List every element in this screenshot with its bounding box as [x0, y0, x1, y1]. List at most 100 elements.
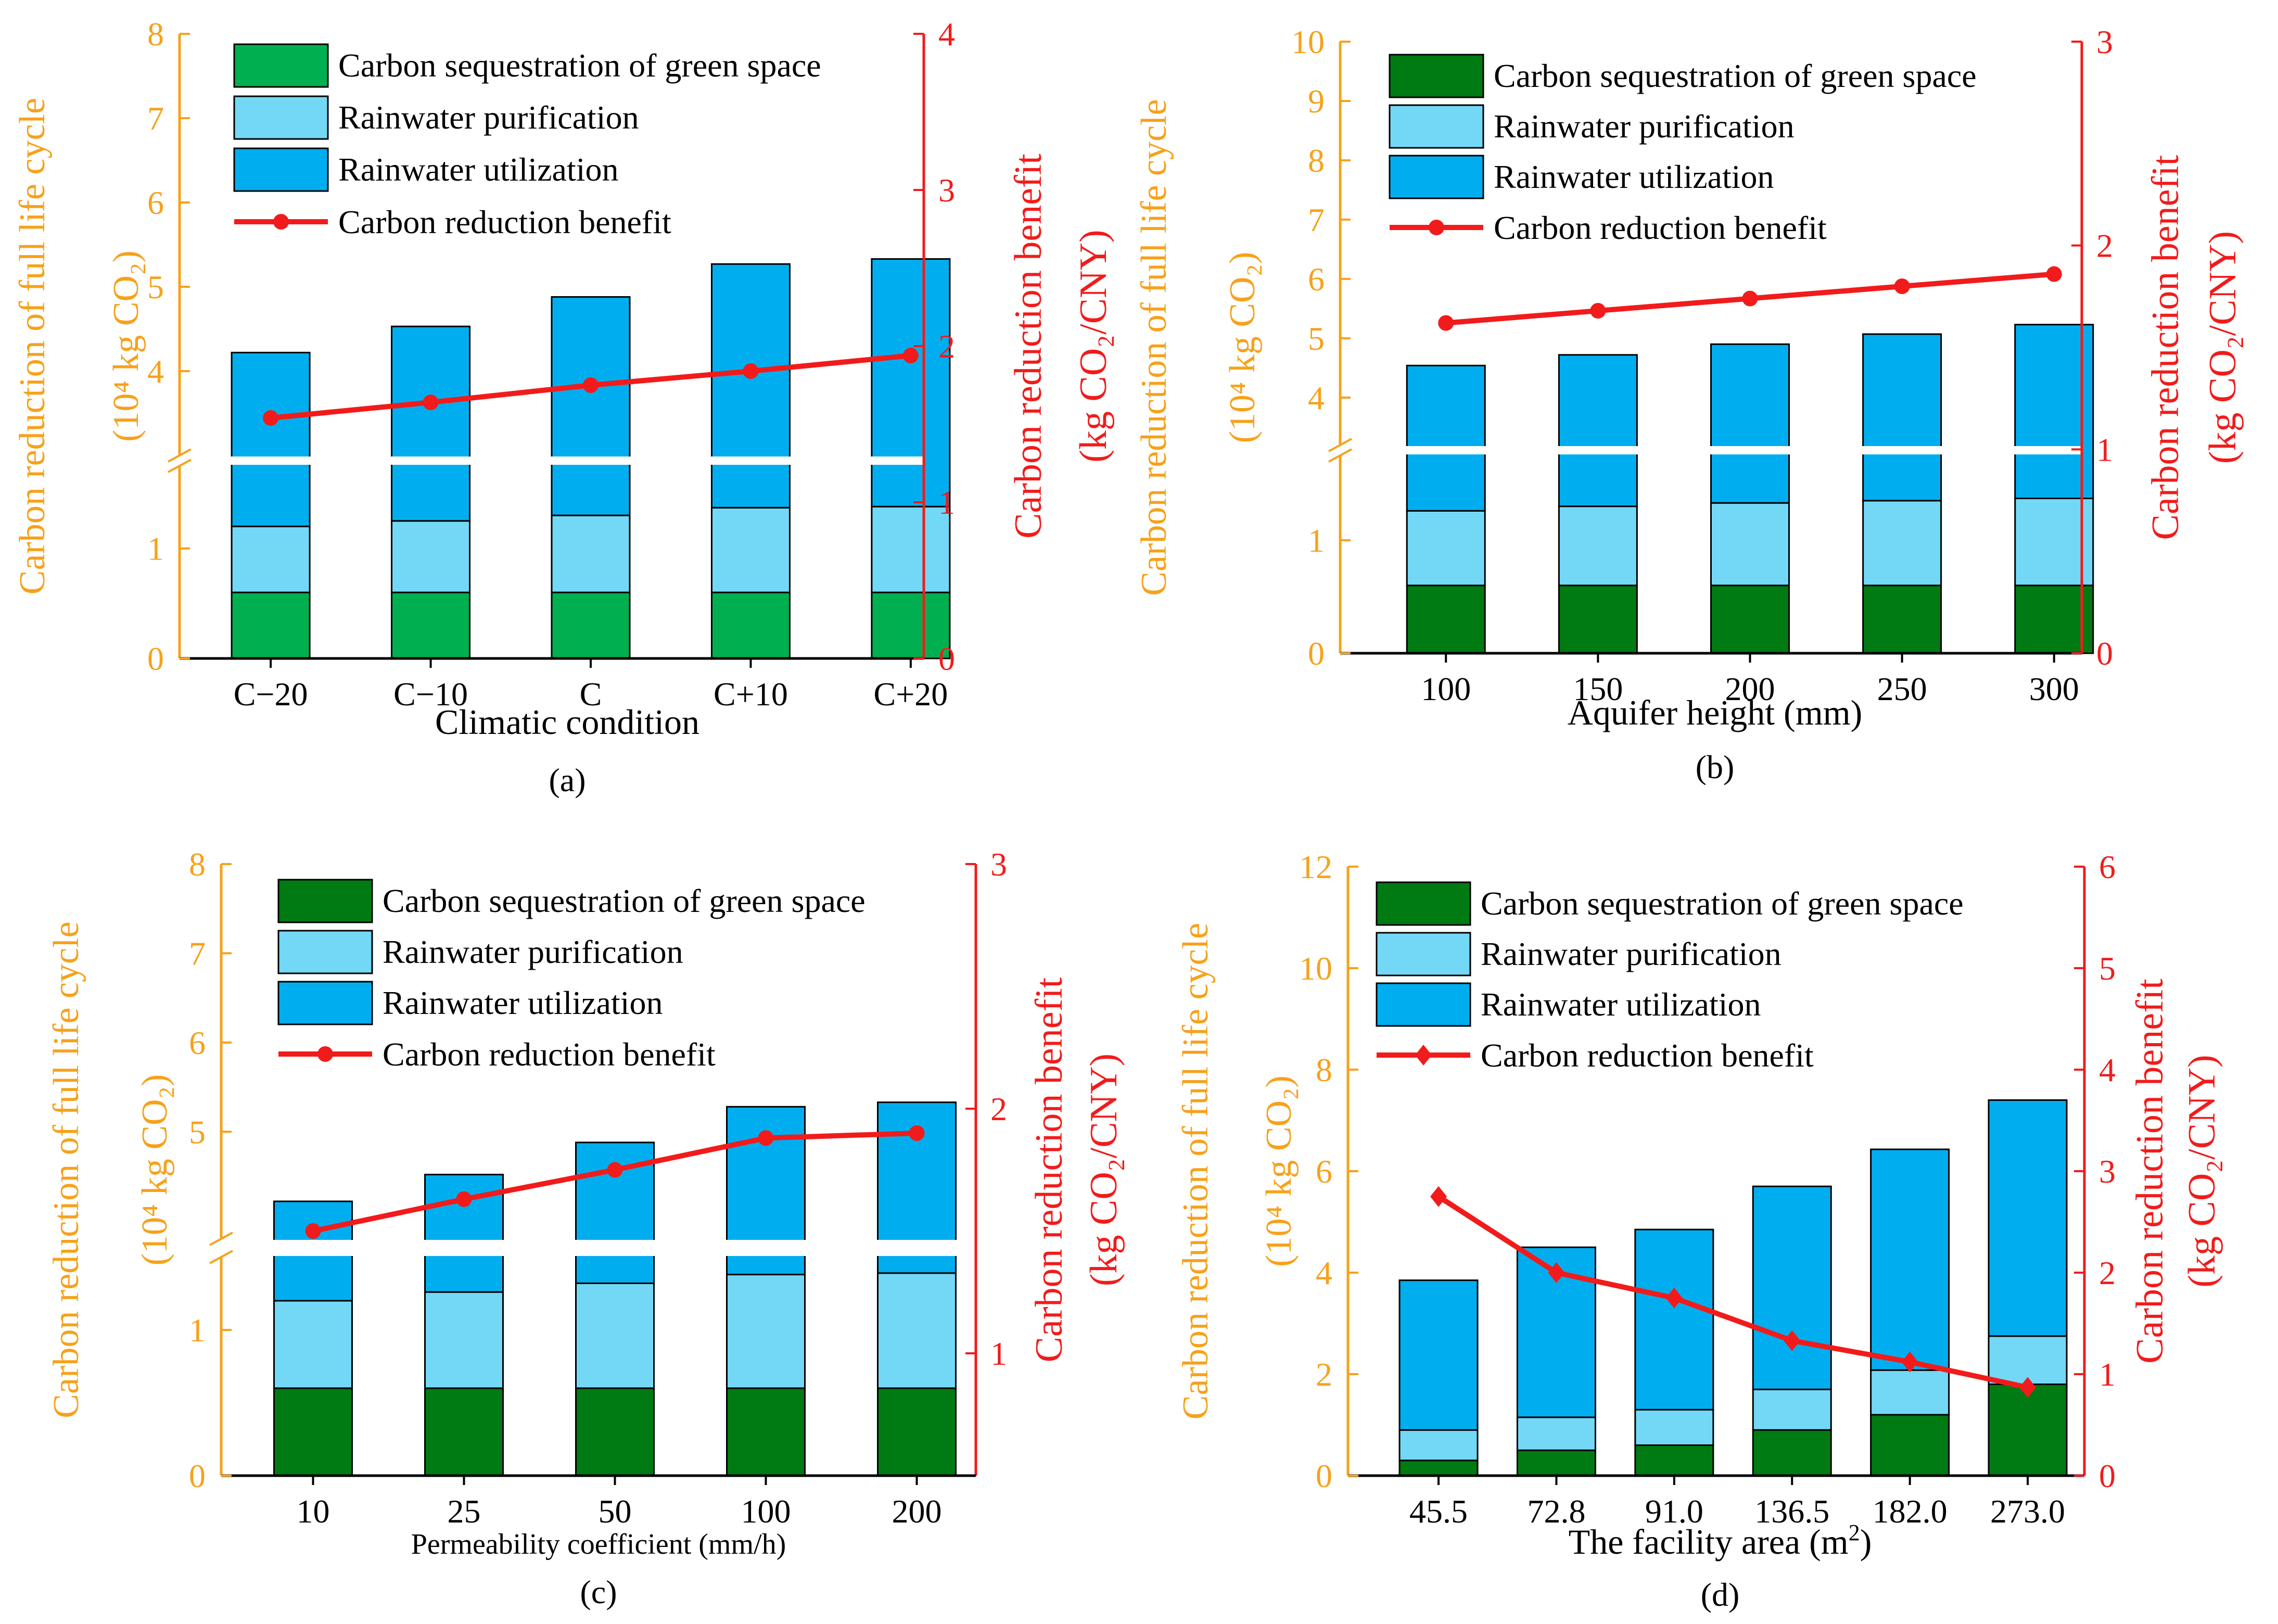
benefit-point-d-2: [1665, 1287, 1683, 1309]
left-axis-unit-c: (10⁴ kg CO₂): [135, 1074, 175, 1266]
panel-label-b: (b): [1696, 748, 1735, 785]
panel-a: 0 1 4 5 6 7 8 0 1 2 3 4 C−20 C−10 C C+10 C+20 Carbon sequ…: [12, 16, 1115, 798]
bars-c: [273, 1101, 957, 1477]
legend-label-c-1: Rainwater purification: [383, 933, 683, 970]
left-tick-label-a: 4: [147, 353, 164, 390]
right-tick-label-a: 3: [938, 172, 955, 209]
legend-swatch-c-1: [277, 930, 373, 974]
legend-label-c-line: Carbon reduction benefit: [383, 1036, 716, 1073]
x-tick-label-b: 150: [1573, 670, 1623, 707]
bar-d-4-series-0: [1870, 1414, 1950, 1477]
bar-b-0-series-1: [1406, 510, 1486, 587]
x-axis-title-c: Permeability coefficient (mm/h): [411, 1528, 786, 1560]
left-tick-label-c: 1: [189, 1312, 206, 1349]
x-tick-label-c: 10: [297, 1493, 330, 1530]
benefit-point-a-2: [583, 377, 599, 393]
bar-d-4-series-1: [1870, 1369, 1950, 1416]
bar-d-2-series-0: [1634, 1444, 1714, 1477]
x-axis-title-text: The facility area (m: [1569, 1522, 1849, 1562]
axis-break-gap-b: [1325, 446, 2082, 454]
bar-d-5-series-0: [1988, 1384, 2068, 1477]
left-axis-title-c: Carbon reduction of full life cycle: [46, 921, 86, 1418]
bar-d-0-series-1: [1398, 1429, 1479, 1462]
x-tick-label-a: C+20: [874, 676, 948, 713]
panel-label-d: (d): [1701, 1576, 1740, 1613]
right-tick-label-d: 6: [2099, 848, 2116, 885]
legend-label-a-2: Rainwater utilization: [338, 151, 619, 188]
bar-b-4-series-0: [2014, 585, 2094, 654]
right-tick-label-a: 4: [938, 16, 955, 53]
bar-d-2-series-2: [1634, 1228, 1714, 1411]
legend-label-d-0: Carbon sequestration of green space: [1481, 885, 1964, 922]
bar-c-4-series-1: [877, 1272, 957, 1389]
benefit-line-d: [1437, 1194, 2029, 1390]
right-axis-unit-d: (kg CO₂/CNY): [2181, 1055, 2223, 1287]
legend-marker-a: [273, 214, 289, 230]
bars-a: [231, 258, 951, 659]
panel-c: 0 1 5 6 7 8 1 2 3 10 25 50 100 200 Carbon sequestratio…: [46, 846, 1125, 1610]
left-tick-label-d: 0: [1316, 1457, 1332, 1494]
right-tick-label-c: 1: [990, 1335, 1007, 1372]
right-tick-label-a: 1: [938, 484, 955, 521]
bar-a-4-series-2: [871, 258, 951, 508]
left-tick-label-a: 5: [147, 269, 164, 306]
x-tick-label-d: 182.0: [1873, 1493, 1948, 1530]
left-tick-label-a: 8: [147, 16, 164, 53]
legend-label-a-0: Carbon sequestration of green space: [338, 47, 821, 84]
legend-swatch-a-2: [233, 147, 329, 192]
right-tick-label-d: 3: [2099, 1153, 2116, 1190]
bar-d-0-series-2: [1398, 1279, 1479, 1431]
x-tick-label-c: 25: [448, 1493, 481, 1530]
bar-d-2-series-1: [1634, 1409, 1714, 1446]
bar-a-1-series-2: [391, 325, 471, 522]
legend-swatch-b-1: [1389, 104, 1484, 149]
right-tick-label-c: 2: [990, 1090, 1007, 1127]
left-axis-title-d: Carbon reduction of full life cycle: [1176, 923, 1216, 1419]
right-axis-unit-a: (kg CO₂/CNY): [1072, 230, 1115, 462]
left-tick-label-c: 7: [189, 935, 206, 972]
bar-a-1-series-0: [391, 591, 471, 659]
bar-b-0-series-0: [1406, 585, 1486, 654]
legend-marker-b: [1429, 220, 1444, 235]
bar-a-2-series-0: [551, 591, 631, 659]
axis-break-gap-a: [164, 456, 924, 465]
left-tick-label-c: 8: [189, 846, 206, 883]
bar-b-1-series-0: [1558, 585, 1638, 654]
right-axis-unit-b: (kg CO₂/CNY): [2201, 231, 2244, 464]
legend-marker-d: [1415, 1045, 1432, 1065]
benefit-point-b-2: [1742, 290, 1758, 307]
panel-label-c: (c): [580, 1574, 617, 1610]
axis-break-gap-c: [206, 1240, 976, 1256]
legend-label-b-1: Rainwater purification: [1494, 108, 1795, 145]
benefit-point-a-4: [902, 348, 919, 363]
benefit-point-a-1: [423, 395, 439, 410]
legend-label-b-2: Rainwater utilization: [1494, 158, 1774, 195]
bar-d-5-series-2: [1988, 1099, 2068, 1337]
x-tick-label-b: 200: [1725, 670, 1775, 707]
panel-label-a: (a): [549, 762, 586, 798]
bar-a-1-series-1: [391, 520, 471, 593]
benefit-point-d-1: [1548, 1262, 1565, 1283]
bar-b-3-series-2: [1862, 333, 1942, 502]
benefit-point-b-4: [2046, 266, 2062, 282]
left-tick-label-d: 10: [1299, 950, 1332, 987]
benefit-point-d-0: [1430, 1186, 1447, 1207]
left-tick-label-a: 6: [147, 184, 164, 221]
bar-b-1-series-1: [1558, 505, 1638, 587]
bar-d-1-series-1: [1516, 1416, 1596, 1451]
x-tick-label-d: 136.5: [1754, 1493, 1829, 1530]
left-tick-label-d: 2: [1316, 1356, 1332, 1393]
left-tick-label-d: 6: [1316, 1153, 1332, 1190]
x-tick-label-d: 45.5: [1409, 1493, 1468, 1530]
legend-swatch-d-0: [1376, 881, 1471, 926]
legend-swatch-a-1: [233, 95, 329, 140]
left-tick-label-b: 1: [1308, 522, 1325, 559]
x-axis-title-sup: 2: [1849, 1520, 1860, 1545]
benefit-point-a-3: [743, 363, 759, 379]
bar-a-0-series-1: [231, 525, 311, 593]
left-tick-label-b: 4: [1308, 379, 1325, 416]
x-tick-label-a: C: [580, 676, 602, 713]
bar-b-1-series-2: [1558, 354, 1638, 508]
x-tick-label-c: 50: [599, 1493, 632, 1530]
